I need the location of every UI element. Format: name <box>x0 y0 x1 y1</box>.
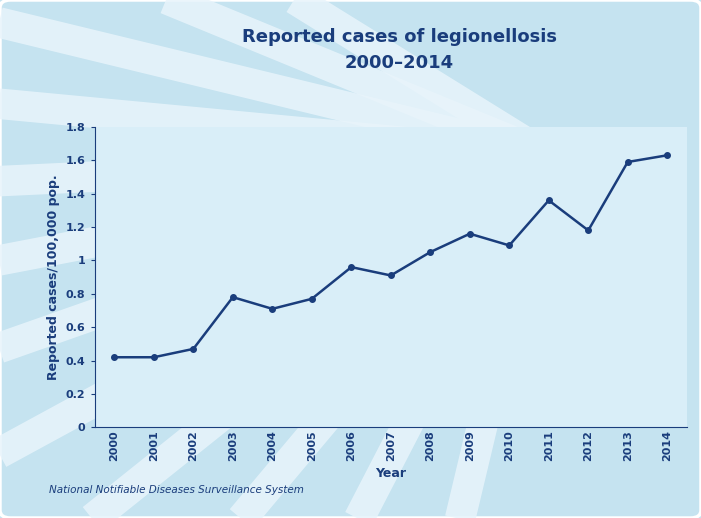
Text: National Notifiable Diseases Surveillance System: National Notifiable Diseases Surveillanc… <box>49 485 304 495</box>
Y-axis label: Reported cases/100,000 pop.: Reported cases/100,000 pop. <box>47 175 60 380</box>
Text: Reported cases of legionellosis: Reported cases of legionellosis <box>242 28 557 47</box>
Text: 2000–2014: 2000–2014 <box>345 54 454 73</box>
X-axis label: Year: Year <box>375 467 407 480</box>
